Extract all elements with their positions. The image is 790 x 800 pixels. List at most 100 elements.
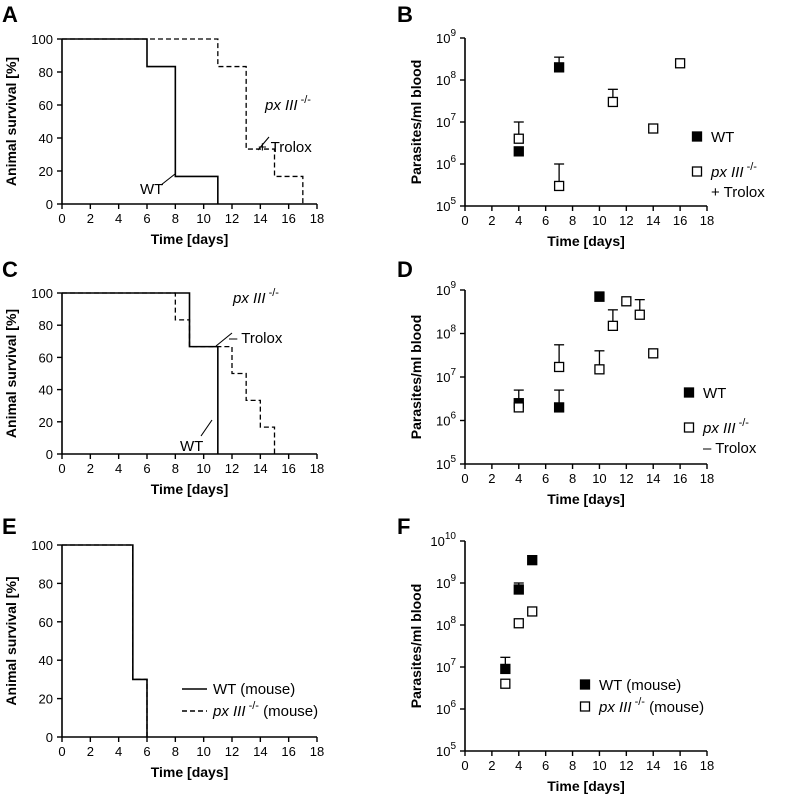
y-tick-exponent: 6 xyxy=(450,411,456,422)
data-point-filled xyxy=(553,402,565,413)
annotation-label: px III -/- xyxy=(232,287,279,307)
annotation-label: WT xyxy=(180,438,203,455)
y-axis-label: Parasites/ml blood xyxy=(408,60,424,184)
y-tick-label: 80 xyxy=(39,65,53,80)
legend-label: px III -/- (mouse) xyxy=(212,700,318,720)
x-tick-label: 16 xyxy=(281,744,295,759)
x-tick-label: 6 xyxy=(542,758,549,773)
x-tick-label: 12 xyxy=(619,471,633,486)
data-point-open xyxy=(634,309,645,320)
x-tick-label: 0 xyxy=(58,211,65,226)
panel-letter-c: C xyxy=(2,257,18,282)
y-tick-base: 10 xyxy=(436,414,450,429)
y-tick-base: 10 xyxy=(436,660,450,675)
x-tick-label: 4 xyxy=(515,758,522,773)
y-tick-label: 0 xyxy=(46,197,53,212)
legend-marker-filled xyxy=(579,679,591,690)
legend-text-line2: + Trolox xyxy=(711,184,765,201)
x-tick-label: 2 xyxy=(488,758,495,773)
x-tick-label: 4 xyxy=(515,213,522,228)
y-tick-label: 80 xyxy=(39,318,53,333)
annotation-superscript: -/- xyxy=(266,287,280,299)
y-tick-base: 10 xyxy=(436,199,450,214)
y-tick-label: 100 xyxy=(31,32,53,47)
x-tick-label: 14 xyxy=(253,744,267,759)
x-tick-label: 16 xyxy=(673,471,687,486)
chart-c: 0 2 4 6 8 10 12 14 16 18 Time [days] 0 20 40 60 80 100 An… xyxy=(3,286,324,497)
x-tick-label: 16 xyxy=(673,758,687,773)
y-tick-exponent: 5 xyxy=(450,196,456,207)
data-point-open xyxy=(674,58,686,69)
y-tick-exponent: 8 xyxy=(450,70,456,81)
y-tick-base: 10 xyxy=(436,576,450,591)
x-axis-label: Time [days] xyxy=(547,233,625,249)
survival-line-solid xyxy=(62,38,219,204)
survival-line-dashed xyxy=(62,38,304,204)
y-tick-exponent: 9 xyxy=(450,28,456,39)
survival-line-dashed xyxy=(62,544,148,737)
x-tick-label: 0 xyxy=(58,461,65,476)
chart-a: 0 2 4 6 8 10 12 14 16 18 Time [days] 0 20 40 60 80 100 An… xyxy=(3,32,324,247)
x-tick-label: 10 xyxy=(592,758,606,773)
data-point-filled xyxy=(500,663,511,675)
legend-text: px III xyxy=(212,703,246,720)
y-tick-label: 0 xyxy=(46,730,53,745)
y-tick-label: 105 xyxy=(436,741,456,759)
y-tick-label: 60 xyxy=(39,98,53,113)
legend-tail: (mouse) xyxy=(645,699,704,716)
panel-letter-d: D xyxy=(397,257,413,282)
data-point-open xyxy=(594,364,605,375)
panel-letter-a: A xyxy=(2,2,18,27)
legend-label: px III -/- (mouse) xyxy=(598,696,704,716)
annotation-label: px III -/- xyxy=(264,94,311,114)
data-point-open xyxy=(500,678,511,689)
y-tick-label: 107 xyxy=(436,112,456,130)
legend-tail: (mouse) xyxy=(259,703,318,720)
x-tick-label: 18 xyxy=(310,461,324,476)
legend-label: WT xyxy=(703,385,726,402)
legend-label: px III -/- xyxy=(710,161,757,181)
y-tick-exponent: 5 xyxy=(450,454,456,465)
annotation-leader-line xyxy=(215,332,233,347)
x-tick-label: 6 xyxy=(542,213,549,228)
y-tick-label: 100 xyxy=(31,286,53,301)
y-tick-label: 20 xyxy=(39,415,53,430)
x-tick-label: 0 xyxy=(461,471,468,486)
legend-superscript: -/- xyxy=(246,700,260,712)
legend-label: WT (mouse) xyxy=(213,681,295,698)
x-tick-label: 8 xyxy=(172,211,179,226)
data-point-filled xyxy=(553,62,565,73)
y-tick-label: 107 xyxy=(436,367,456,385)
x-tick-label: 2 xyxy=(488,471,495,486)
y-tick-label: 0 xyxy=(46,447,53,462)
y-tick-label: 40 xyxy=(39,131,53,146)
y-tick-base: 10 xyxy=(430,534,444,549)
y-tick-label: 60 xyxy=(39,350,53,365)
x-tick-label: 6 xyxy=(143,461,150,476)
y-tick-base: 10 xyxy=(436,73,450,88)
annotation-text: WT xyxy=(180,438,203,455)
annotation-label-line2: – Trolox xyxy=(229,330,283,347)
data-point-open xyxy=(513,618,524,629)
y-tick-exponent: 7 xyxy=(450,367,456,378)
legend-marker-filled xyxy=(691,131,703,142)
legend-label-line2: + Trolox xyxy=(711,184,765,201)
y-tick-exponent: 6 xyxy=(450,154,456,165)
panel-c: C 0 2 4 6 8 10 12 14 16 18 Time [days] 0 20 40 60 80 100… xyxy=(0,255,390,520)
x-tick-label: 18 xyxy=(700,213,714,228)
x-tick-label: 2 xyxy=(87,211,94,226)
x-tick-label: 4 xyxy=(515,471,522,486)
annotation-text-line2: – Trolox xyxy=(229,330,283,347)
panel-letter-b: B xyxy=(397,2,413,27)
y-tick-base: 10 xyxy=(436,370,450,385)
x-tick-label: 16 xyxy=(281,211,295,226)
data-point-open xyxy=(648,123,659,134)
y-tick-label: 107 xyxy=(436,657,456,675)
y-axis-label: Animal survival [%] xyxy=(3,57,19,186)
y-tick-base: 10 xyxy=(436,31,450,46)
y-tick-exponent: 8 xyxy=(450,615,456,626)
x-tick-label: 8 xyxy=(569,471,576,486)
x-tick-label: 8 xyxy=(569,213,576,228)
x-tick-label: 14 xyxy=(253,461,267,476)
